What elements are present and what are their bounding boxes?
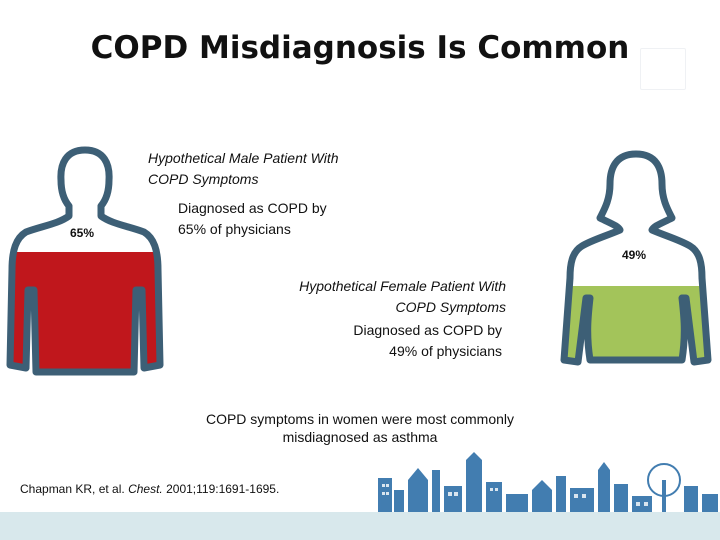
citation-authors: Chapman KR, et al.: [20, 482, 125, 496]
female-percent-label: 49%: [622, 248, 647, 262]
male-result: Diagnosed as COPD by 65% of physicians: [178, 198, 398, 240]
female-heading: Hypothetical Female Patient With COPD Sy…: [206, 276, 506, 318]
male-result-line2: 65% of physicians: [178, 221, 291, 237]
male-heading: Hypothetical Male Patient With COPD Symp…: [148, 148, 448, 190]
female-result: Diagnosed as COPD by 49% of physicians: [286, 320, 502, 362]
citation-journal: Chest.: [128, 482, 163, 496]
citation: Chapman KR, et al. Chest. 2001;119:1691-…: [20, 482, 279, 496]
footnote-line2: misdiagnosed as asthma: [282, 429, 438, 445]
footnote: COPD symptoms in women were most commonl…: [170, 410, 550, 446]
female-silhouette-icon: [560, 150, 712, 366]
male-figure: [6, 140, 164, 380]
male-heading-line2: COPD Symptoms: [148, 171, 259, 187]
female-heading-line2: COPD Symptoms: [395, 299, 506, 315]
corner-logo-mark: [640, 48, 686, 90]
footnote-line1: COPD symptoms in women were most commonl…: [205, 411, 515, 427]
male-percent-label: 65%: [70, 226, 95, 240]
female-result-line2: 49% of physicians: [389, 343, 502, 359]
male-heading-line1: Hypothetical Male Patient With: [148, 150, 339, 166]
female-result-line1: Diagnosed as COPD by: [353, 322, 502, 338]
male-result-line1: Diagnosed as COPD by: [178, 200, 327, 216]
male-silhouette-icon: [6, 146, 164, 376]
female-figure: [556, 148, 716, 376]
female-heading-line1: Hypothetical Female Patient With: [299, 278, 506, 294]
citation-details: 2001;119:1691-1695.: [166, 482, 280, 496]
bottom-bar: [0, 512, 720, 540]
slide-title: COPD Misdiagnosis Is Common: [90, 30, 630, 66]
